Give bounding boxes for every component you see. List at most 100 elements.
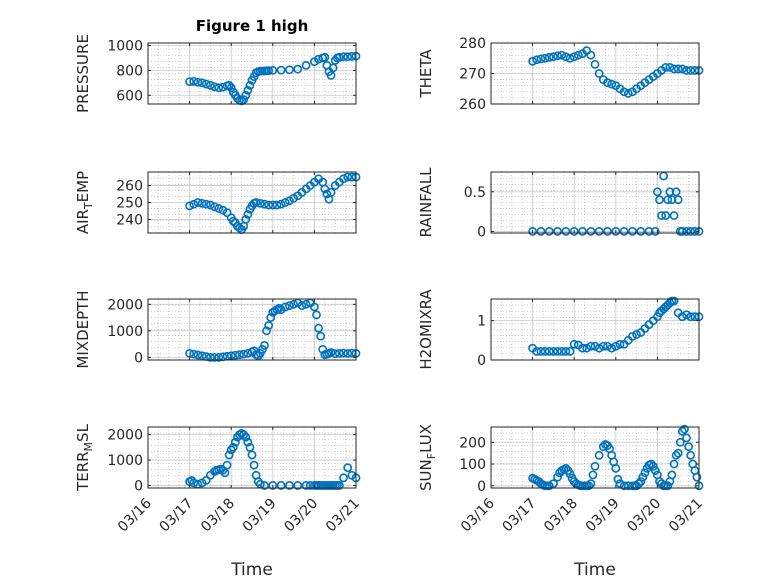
data-point — [247, 450, 257, 460]
data-point — [613, 474, 623, 484]
y-tick-label: 270 — [459, 67, 486, 83]
data-point — [241, 215, 251, 224]
y-axis-label: TERRMSL — [74, 423, 95, 492]
y-axis-label: PRESSURE — [74, 34, 92, 113]
data-point — [663, 481, 673, 491]
data-point — [594, 343, 604, 353]
data-point — [690, 312, 700, 322]
data-point — [638, 472, 648, 482]
data-point — [224, 450, 234, 460]
data-point — [607, 79, 617, 89]
data-point — [569, 52, 579, 62]
data-point — [222, 208, 232, 218]
axes-box — [147, 426, 357, 489]
data-point — [619, 227, 629, 236]
data-point — [255, 198, 265, 208]
data-point — [671, 187, 681, 197]
data-point — [611, 463, 621, 473]
axes-box — [490, 171, 700, 234]
data-point — [619, 87, 629, 97]
data-point — [314, 323, 323, 333]
data-point — [528, 227, 537, 236]
data-point — [260, 341, 269, 350]
data-point — [665, 63, 675, 72]
data-point — [655, 195, 664, 205]
data-point — [185, 348, 194, 358]
data-point — [590, 59, 600, 69]
y-tick-label: 2000 — [107, 428, 143, 444]
data-point — [648, 461, 658, 471]
data-point — [339, 348, 348, 358]
data-point — [628, 227, 637, 236]
data-point — [578, 343, 587, 353]
data-point — [197, 198, 207, 208]
data-point — [692, 472, 702, 482]
y-axis-label: RAINFALL — [417, 167, 435, 238]
data-point — [185, 201, 194, 211]
data-point — [189, 76, 199, 86]
data-point — [197, 351, 207, 361]
data-point — [636, 227, 646, 236]
data-point — [235, 350, 244, 360]
data-point — [578, 227, 587, 236]
data-point — [675, 437, 685, 447]
data-point — [553, 51, 562, 61]
data-point — [682, 66, 691, 75]
x-tick-label: 03/19 — [240, 496, 280, 536]
data-point — [339, 174, 348, 184]
data-point — [628, 331, 637, 341]
data-point — [243, 437, 253, 447]
data-point — [239, 349, 249, 359]
data-point — [301, 61, 311, 70]
y-axis-label: H2OMIXRA — [417, 289, 435, 370]
data-point — [264, 66, 274, 76]
data-point — [201, 79, 211, 89]
data-point — [228, 442, 238, 452]
data-point — [561, 463, 571, 473]
data-point — [669, 64, 679, 74]
data-point — [264, 321, 274, 330]
data-point — [245, 80, 255, 90]
data-point — [262, 326, 271, 336]
data-point — [266, 313, 276, 322]
data-point — [228, 216, 238, 226]
data-point — [201, 199, 211, 209]
data-point — [312, 310, 321, 320]
data-point — [553, 227, 562, 236]
axes-box — [490, 298, 700, 361]
y-tick-label: 260 — [459, 97, 486, 113]
data-point — [565, 469, 575, 479]
data-point — [347, 52, 357, 61]
data-point — [330, 349, 340, 359]
data-point — [214, 352, 224, 362]
data-point — [590, 461, 600, 471]
grid — [491, 172, 699, 233]
data-point — [611, 341, 621, 351]
data-point — [686, 66, 696, 75]
y-tick-label: 0.5 — [464, 185, 486, 201]
data-point — [343, 172, 353, 182]
data-point — [322, 189, 332, 199]
data-point — [243, 85, 253, 95]
data-point — [285, 301, 294, 311]
data-point — [561, 346, 571, 356]
data-point — [532, 346, 542, 356]
data-point — [532, 55, 542, 65]
data-point — [210, 202, 219, 212]
data-point — [544, 346, 554, 356]
data-point — [663, 195, 673, 205]
data-point — [669, 296, 679, 306]
data-point — [667, 195, 677, 205]
data-point — [677, 227, 687, 236]
data-point — [536, 227, 546, 236]
data-point — [661, 63, 671, 72]
y-tick-label: 280 — [459, 36, 486, 52]
x-tick-label: 03/18 — [541, 496, 581, 536]
y-tick-label: 200 — [459, 435, 486, 451]
data-point — [268, 481, 278, 490]
data-point — [224, 80, 234, 90]
x-tick-label: 03/18 — [198, 496, 238, 536]
data-point — [305, 481, 315, 490]
data-point — [646, 459, 656, 469]
data-point — [603, 341, 612, 351]
